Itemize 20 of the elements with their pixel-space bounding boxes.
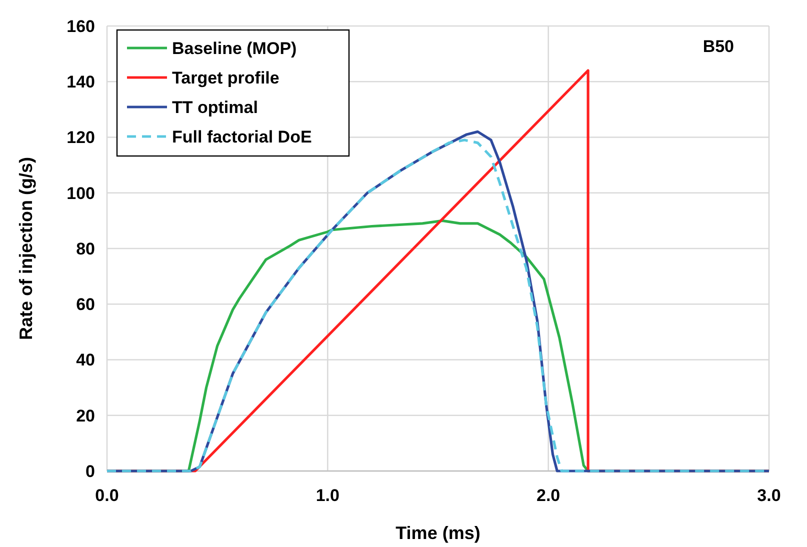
x-tick-label: 1.0 bbox=[316, 486, 340, 505]
legend-label: TT optimal bbox=[172, 98, 258, 117]
y-tick-label: 80 bbox=[76, 239, 95, 258]
x-tick-label: 3.0 bbox=[757, 486, 781, 505]
y-tick-label: 20 bbox=[76, 406, 95, 426]
legend-label: Baseline (MOP) bbox=[172, 38, 297, 58]
y-tick-label: 100 bbox=[66, 184, 95, 203]
legend-label: Full factorial DoE bbox=[172, 127, 312, 146]
y-tick-label: 140 bbox=[66, 72, 95, 92]
x-tick-label: 2.0 bbox=[536, 486, 560, 505]
y-axis-title: Rate of injection (g/s) bbox=[16, 156, 36, 340]
y-tick-label: 0 bbox=[86, 462, 95, 481]
y-tick-label: 120 bbox=[66, 128, 95, 148]
x-tick-label: 0.0 bbox=[95, 486, 119, 505]
y-tick-label: 160 bbox=[66, 16, 95, 36]
annotation: B50 bbox=[702, 37, 734, 56]
x-axis-title: Time (ms) bbox=[396, 523, 480, 543]
y-tick-label: 60 bbox=[76, 295, 95, 314]
legend-label: Target profile bbox=[172, 68, 280, 88]
y-tick-label: 40 bbox=[76, 350, 95, 370]
